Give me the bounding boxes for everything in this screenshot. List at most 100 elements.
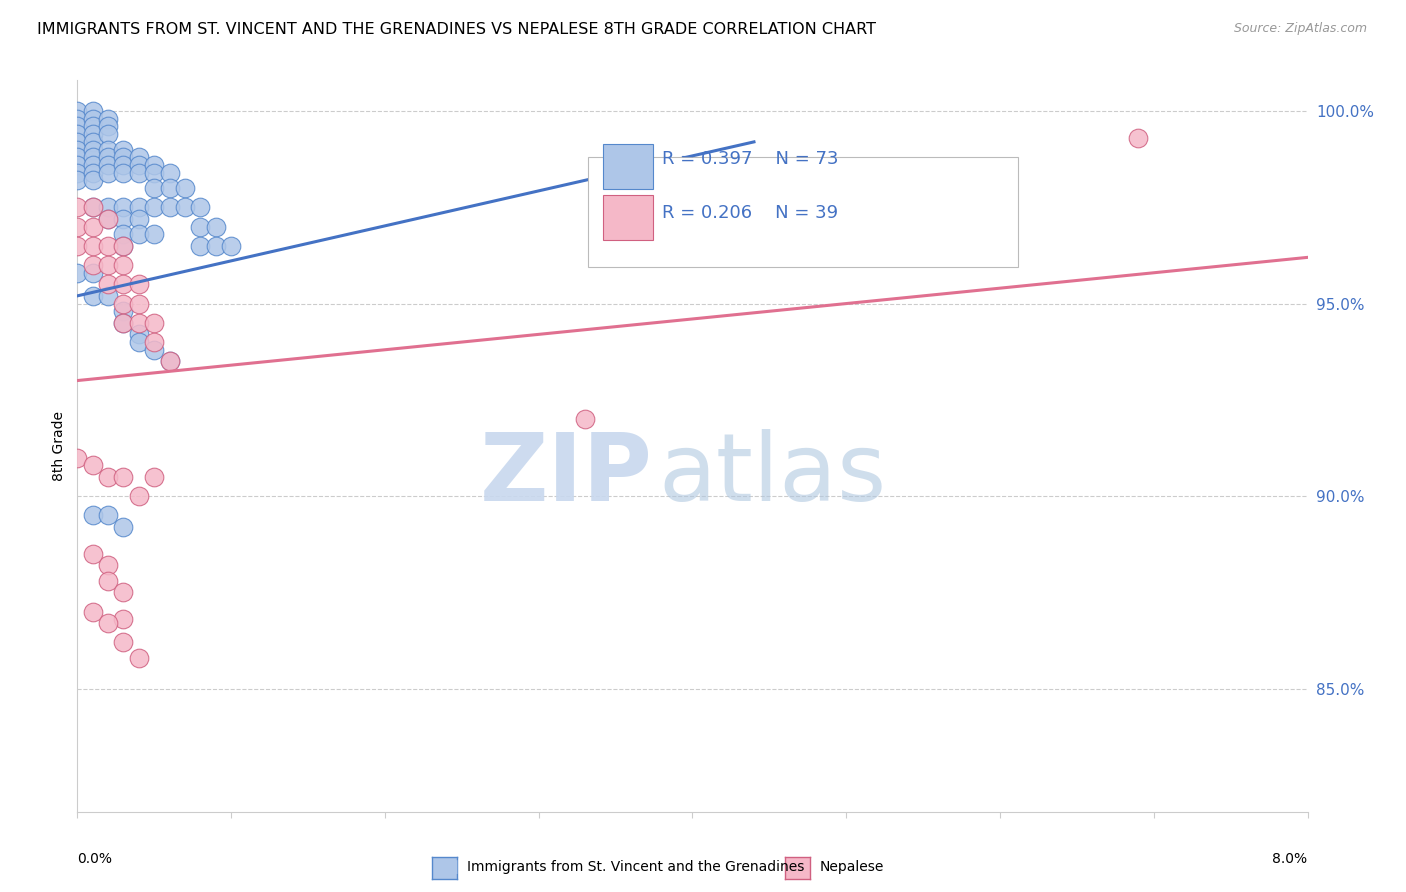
Point	[112, 211, 135, 226]
Point	[112, 158, 135, 172]
Point	[82, 127, 104, 141]
Point	[97, 277, 120, 292]
Point	[82, 135, 104, 149]
Point	[82, 458, 104, 473]
Point	[66, 239, 89, 253]
Point	[190, 200, 212, 214]
Point	[159, 166, 181, 180]
Point	[159, 181, 181, 195]
Point	[159, 354, 181, 368]
Point	[97, 470, 120, 484]
Point	[66, 150, 89, 164]
Point	[112, 304, 135, 318]
Point	[97, 574, 120, 588]
Text: Nepalese: Nepalese	[820, 860, 884, 874]
Point	[66, 120, 89, 134]
Point	[174, 200, 197, 214]
Text: ■: ■	[441, 858, 458, 876]
Point	[204, 219, 226, 234]
Point	[574, 412, 596, 426]
Point	[82, 166, 104, 180]
FancyBboxPatch shape	[603, 144, 654, 188]
Point	[97, 127, 120, 141]
Text: R = 0.397    N = 73: R = 0.397 N = 73	[662, 150, 838, 169]
Point	[128, 277, 150, 292]
Point	[143, 334, 166, 349]
Point	[66, 104, 89, 119]
Point	[82, 158, 104, 172]
Point	[66, 173, 89, 187]
Point	[66, 450, 89, 465]
Point	[112, 258, 135, 272]
Point	[112, 470, 135, 484]
Text: 0.0%: 0.0%	[77, 852, 112, 866]
Text: R = 0.206    N = 39: R = 0.206 N = 39	[662, 204, 838, 222]
Point	[219, 239, 242, 253]
Point	[97, 616, 120, 631]
Point	[97, 158, 120, 172]
Point	[128, 489, 150, 503]
Point	[66, 266, 89, 280]
Point	[143, 470, 166, 484]
Point	[112, 150, 135, 164]
Point	[97, 289, 120, 303]
Point	[66, 166, 89, 180]
Text: atlas: atlas	[658, 429, 886, 521]
Point	[112, 239, 135, 253]
Point	[97, 112, 120, 126]
Point	[112, 316, 135, 330]
Point	[66, 135, 89, 149]
Point	[82, 605, 104, 619]
Point	[97, 508, 120, 523]
Point	[174, 181, 197, 195]
Point	[82, 547, 104, 561]
Point	[128, 166, 150, 180]
Point	[82, 219, 104, 234]
Point	[143, 343, 166, 357]
Point	[143, 158, 166, 172]
Point	[82, 200, 104, 214]
Point	[128, 316, 150, 330]
Point	[143, 316, 166, 330]
Point	[66, 219, 89, 234]
Point	[143, 227, 166, 242]
Point	[66, 112, 89, 126]
Point	[66, 200, 89, 214]
Point	[143, 200, 166, 214]
Point	[112, 296, 135, 310]
Point	[128, 200, 150, 214]
Point	[82, 200, 104, 214]
FancyBboxPatch shape	[588, 157, 1018, 267]
Point	[143, 166, 166, 180]
Point	[112, 585, 135, 599]
Point	[190, 239, 212, 253]
Point	[1128, 131, 1150, 145]
Point	[82, 289, 104, 303]
Point	[66, 127, 89, 141]
Point	[97, 150, 120, 164]
Text: Immigrants from St. Vincent and the Grenadines: Immigrants from St. Vincent and the Gren…	[467, 860, 804, 874]
Point	[112, 316, 135, 330]
Point	[82, 173, 104, 187]
Point	[128, 211, 150, 226]
Point	[82, 112, 104, 126]
FancyBboxPatch shape	[603, 195, 654, 240]
Point	[97, 239, 120, 253]
Point	[82, 258, 104, 272]
Point	[66, 158, 89, 172]
Point	[143, 181, 166, 195]
Text: 8.0%: 8.0%	[1272, 852, 1308, 866]
Point	[82, 266, 104, 280]
Point	[128, 150, 150, 164]
Point	[112, 200, 135, 214]
Point	[159, 354, 181, 368]
Point	[97, 200, 120, 214]
Text: IMMIGRANTS FROM ST. VINCENT AND THE GRENADINES VS NEPALESE 8TH GRADE CORRELATION: IMMIGRANTS FROM ST. VINCENT AND THE GREN…	[37, 22, 876, 37]
Point	[97, 143, 120, 157]
Point	[128, 296, 150, 310]
Point	[112, 239, 135, 253]
Point	[128, 650, 150, 665]
Point	[97, 166, 120, 180]
Point	[112, 520, 135, 534]
Text: Source: ZipAtlas.com: Source: ZipAtlas.com	[1233, 22, 1367, 36]
